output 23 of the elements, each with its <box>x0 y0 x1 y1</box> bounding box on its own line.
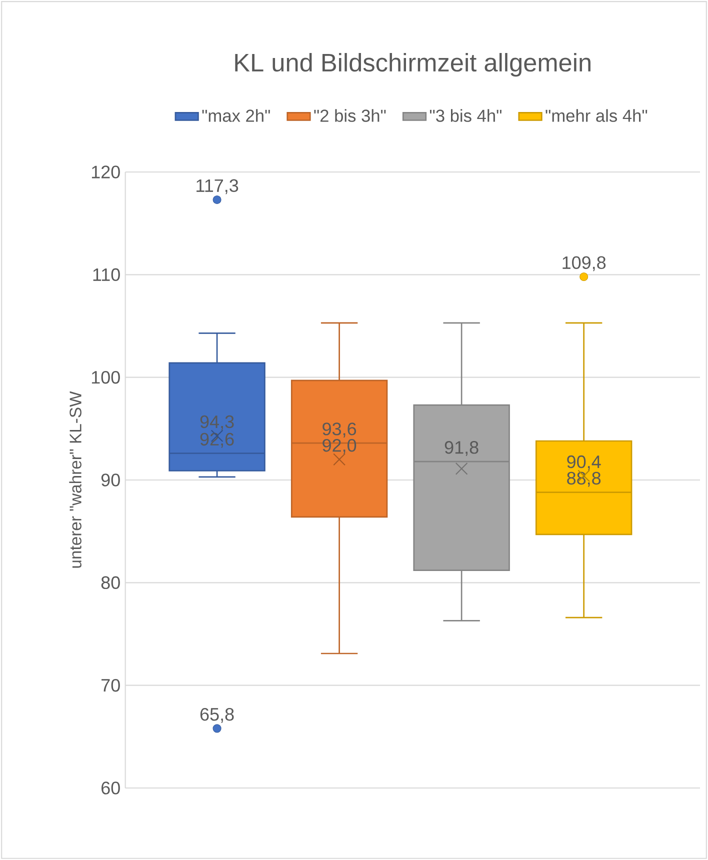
y-tick-label: 90 <box>101 474 120 486</box>
annotation: 93,6 <box>322 422 356 438</box>
y-tick-label: 80 <box>101 576 120 590</box>
annotation: 91,8 <box>444 441 478 456</box>
y-tick-label: 70 <box>102 678 120 692</box>
annotation: 88,8 <box>567 472 601 487</box>
annotation: 90,4 <box>567 455 601 470</box>
y-tick-label: 60 <box>102 782 120 794</box>
legend-label: "mehr als 4h" <box>546 109 648 122</box>
annotation: 92,0 <box>322 438 356 454</box>
legend-label: "2 bis 3h" <box>314 109 386 122</box>
annotation: 109,8 <box>562 256 606 272</box>
annotation: 65,8 <box>200 708 234 723</box>
annotation: 94,3 <box>200 415 234 430</box>
y-tick-label: 120 <box>92 166 120 178</box>
y-tick-label: 100 <box>92 370 120 384</box>
legend-label: "3 bis 4h" <box>430 109 502 122</box>
annotation: 92,6 <box>200 432 234 448</box>
annotation: 117,3 <box>196 179 238 194</box>
chart-title: KL und Bildschirmzeit allgemein <box>235 53 590 77</box>
y-tick-label: 110 <box>93 268 120 282</box>
y-axis-title: unterer "wahrer" KL-SW <box>69 391 82 568</box>
legend-label: "max 2h" <box>202 109 270 122</box>
